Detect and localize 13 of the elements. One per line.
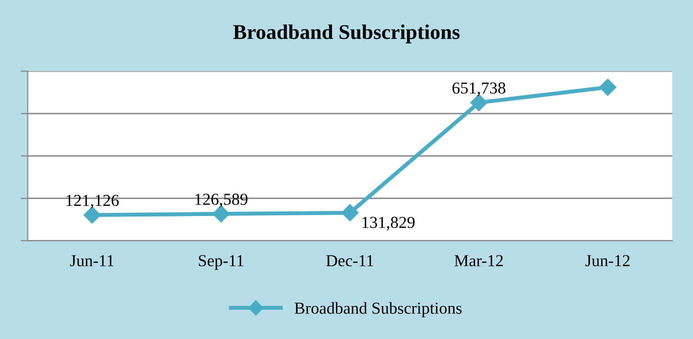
point [599,78,616,96]
x-tick-label: Dec-11 [326,255,374,266]
x-tick-label: Jun-12 [585,255,630,266]
point [341,204,359,222]
x-tick-label: Sep-11 [198,255,244,270]
chart-title: Broadband Subscriptions [233,24,460,44]
data-label: 126,589 [195,194,248,208]
data-label: 131,829 [362,216,415,230]
x-tick-label: Mar-12 [454,255,503,266]
data-label: 121,126 [66,194,119,208]
data-label: 651,738 [452,82,506,96]
x-tick-label: Jun-11 [70,255,114,266]
legend-label: Broadband Subscriptions [294,302,462,318]
